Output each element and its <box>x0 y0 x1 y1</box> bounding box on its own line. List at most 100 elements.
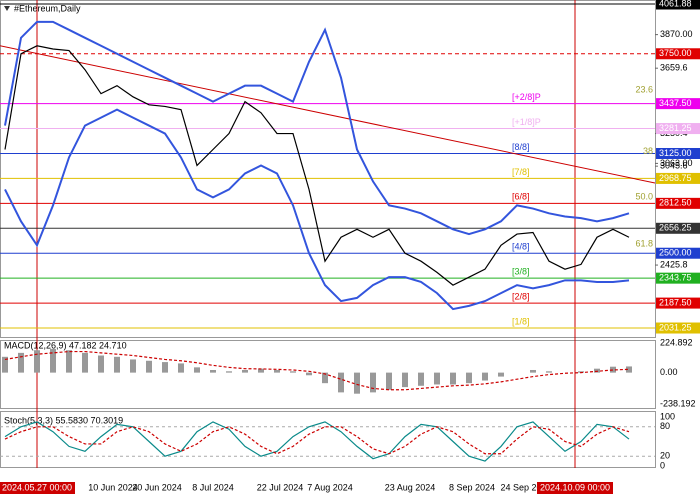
level-label: 2812.50 <box>659 198 692 208</box>
level-label: 2343.75 <box>659 273 692 283</box>
macd-title: MACD(12,26,9) 47.182 24.710 <box>4 340 127 350</box>
y-tick-label: 3659.6 <box>660 63 688 73</box>
macd-bar <box>178 363 184 373</box>
level-label-bg <box>656 172 700 184</box>
macd-bar <box>578 371 584 373</box>
macd-tick-label: -238.192 <box>660 398 696 408</box>
macd-bar <box>306 372 312 376</box>
macd-bar <box>610 366 616 373</box>
macd-bar <box>338 372 344 393</box>
stoch-tick-label: 0 <box>660 460 665 470</box>
macd-bar <box>434 372 440 385</box>
level-label-bg <box>656 272 700 284</box>
macd-bar <box>162 362 168 373</box>
x-label-bg <box>537 482 613 494</box>
macd-bar <box>274 369 280 373</box>
macd-bar <box>242 369 248 373</box>
level-label-bg <box>656 222 700 234</box>
x-tick-label: 7 Aug 2024 <box>307 482 353 492</box>
murrey-label: [+1/8]P <box>512 117 541 127</box>
macd-bar <box>258 368 264 373</box>
macd-bar <box>98 355 104 373</box>
y-tick-label: 2425.8 <box>660 259 688 269</box>
level-label: 2656.25 <box>659 223 692 233</box>
macd-bar <box>226 371 232 373</box>
x-tick-label: 10 Jun 2024 <box>88 482 138 492</box>
y-tick-label: 3063.00 <box>660 158 693 168</box>
macd-bar <box>114 356 120 373</box>
level-label: 4061.88 <box>659 0 692 8</box>
level-label-bg <box>656 98 700 110</box>
macd-bar <box>354 372 360 394</box>
level-label-bg <box>656 197 700 209</box>
y-tick-label: 3870.00 <box>660 29 693 39</box>
murrey-label: [7/8] <box>512 167 530 177</box>
murrey-label: [8/8] <box>512 142 530 152</box>
stoch-tick-label: 20 <box>660 451 670 461</box>
macd-bar <box>402 372 408 388</box>
level-label-bg <box>656 0 700 10</box>
macd-frame <box>0 340 656 409</box>
macd-bar <box>2 356 8 373</box>
trendline <box>0 45 656 184</box>
macd-bar <box>482 372 488 381</box>
murrey-label: [3/8] <box>512 267 530 277</box>
stoch-frame <box>0 411 656 468</box>
macd-bar <box>18 352 24 373</box>
murrey-label: [6/8] <box>512 192 530 202</box>
x-tick-label: 20 Jun 2024 <box>132 482 182 492</box>
level-label: 2500.00 <box>659 248 692 258</box>
x-tick-label: 23 Aug 2024 <box>385 482 436 492</box>
x-tick-label: 2024.05.27 00:00 <box>2 482 72 492</box>
stoch-tick-label: 100 <box>660 411 675 421</box>
level-label-bg <box>656 297 700 309</box>
level-label: 2031.25 <box>659 322 692 332</box>
macd-bar <box>546 371 552 373</box>
main-frame <box>0 0 656 338</box>
macd-bar <box>50 348 56 373</box>
level-label: 3750.00 <box>659 48 692 58</box>
level-label-bg <box>656 48 700 60</box>
fib-label: 61.8 <box>635 238 653 248</box>
stoch-tick-label: 80 <box>660 421 670 431</box>
macd-tick-label: 224.892 <box>660 337 693 347</box>
level-label: 2968.75 <box>659 173 692 183</box>
price-line <box>4 45 630 286</box>
macd-bar <box>66 350 72 373</box>
level-label-bg <box>656 322 700 334</box>
level-label: 3437.50 <box>659 98 692 108</box>
stoch-signal <box>4 426 630 455</box>
macd-bar <box>466 372 472 384</box>
fib-label: 23.6 <box>635 84 653 94</box>
macd-bar <box>626 366 632 373</box>
level-label-bg <box>656 147 700 159</box>
x-label-bg <box>0 482 75 494</box>
macd-bar <box>146 360 152 373</box>
macd-bar <box>450 372 456 385</box>
fib-label: 38 <box>643 146 653 156</box>
macd-bar <box>386 372 392 390</box>
murrey-label: [+2/8]P <box>512 92 541 102</box>
stoch-title: Stoch(5,3,3) 55.5830 70.3019 <box>4 415 123 425</box>
macd-bar <box>34 350 40 373</box>
macd-bar <box>290 371 296 373</box>
murrey-label: [4/8] <box>512 242 530 252</box>
x-tick-label: 22 Jul 2024 <box>257 482 304 492</box>
macd-tick-label: 0.00 <box>660 367 678 377</box>
macd-bar <box>130 359 136 373</box>
x-tick-label: 24 Sep 2024 <box>500 482 551 492</box>
x-tick-label: 8 Jul 2024 <box>192 482 234 492</box>
macd-bar <box>498 372 504 377</box>
y-tick-label: 3045.6 <box>660 161 688 171</box>
macd-bar <box>194 367 200 373</box>
chart-title: #Ethereum,Daily <box>14 3 81 13</box>
fib-label: 50.0 <box>635 191 653 201</box>
x-tick-label: 2024.10.09 00:00 <box>540 482 610 492</box>
murrey-label: [1/8] <box>512 316 530 326</box>
band-line <box>4 108 630 311</box>
level-label: 3125.00 <box>659 148 692 158</box>
murrey-label: [2/8] <box>512 291 530 301</box>
macd-bar <box>210 369 216 373</box>
level-label-bg <box>656 123 700 135</box>
